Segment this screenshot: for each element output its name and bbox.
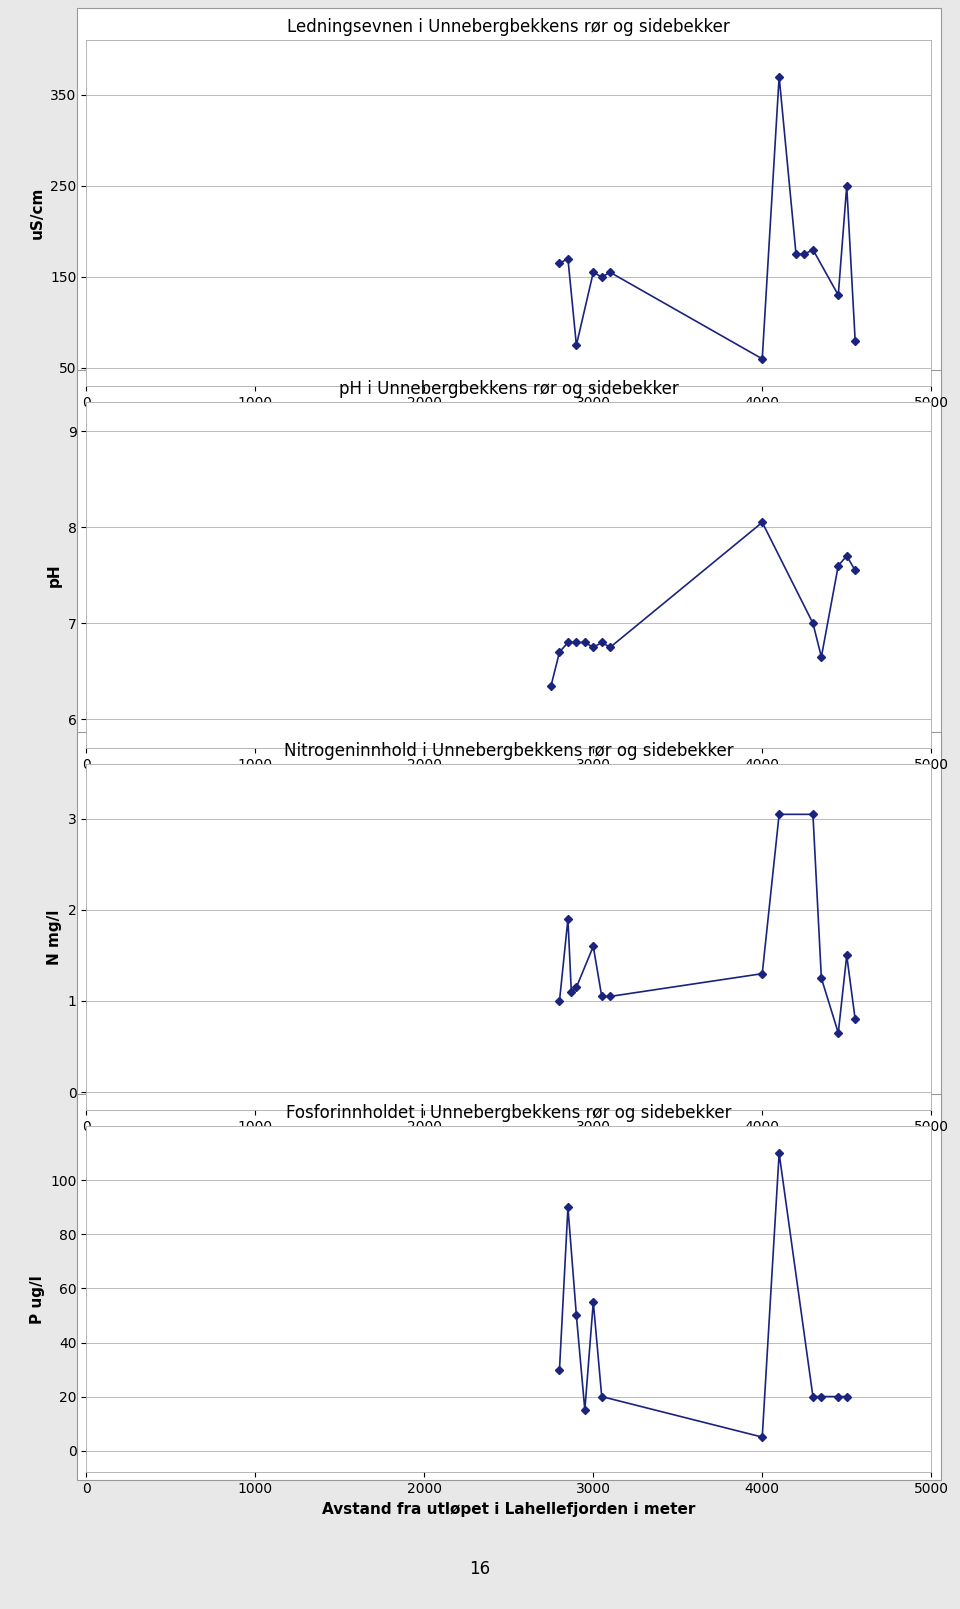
X-axis label: Avstand fra utløpet i Lahellefjorden i meter: Avstand fra utløpet i Lahellefjorden i m… (323, 777, 695, 793)
Title: Fosforinnholdet i Unnebergbekkens rør og sidebekker: Fosforinnholdet i Unnebergbekkens rør og… (286, 1104, 732, 1121)
X-axis label: Avstand fra utløpet i Lahellefjorden i meter: Avstand fra utløpet i Lahellefjorden i m… (323, 1501, 695, 1517)
Title: Nitrogeninnhold i Unnebergbekkens rør og sidebekker: Nitrogeninnhold i Unnebergbekkens rør og… (284, 742, 733, 759)
Y-axis label: P ug/l: P ug/l (30, 1274, 45, 1324)
Text: 16: 16 (469, 1559, 491, 1578)
X-axis label: Avstand fra utløpet i Lahellefjorden i meter: Avstand fra utløpet i Lahellefjorden i m… (323, 1139, 695, 1155)
Title: pH i Unnebergbekkens rør og sidebekker: pH i Unnebergbekkens rør og sidebekker (339, 380, 679, 397)
Title: Ledningsevnen i Unnebergbekkens rør og sidebekker: Ledningsevnen i Unnebergbekkens rør og s… (287, 18, 731, 35)
X-axis label: Avstand fra utløpet i Lahellefjorden i meter: Avstand fra utløpet i Lahellefjorden i m… (323, 415, 695, 431)
Y-axis label: uS/cm: uS/cm (30, 187, 45, 240)
Y-axis label: N mg/l: N mg/l (47, 909, 62, 965)
Y-axis label: pH: pH (47, 563, 62, 587)
